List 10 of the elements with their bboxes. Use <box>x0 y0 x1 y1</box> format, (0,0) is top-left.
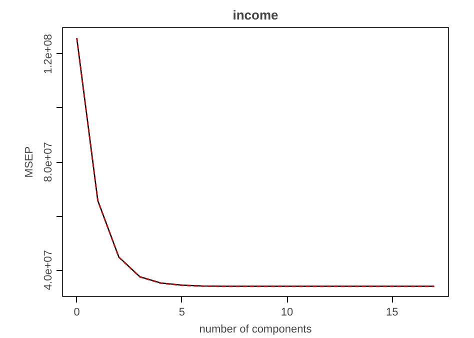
y-tick-label: 1.2e+08 <box>42 34 54 74</box>
x-axis-title: number of components <box>199 324 312 336</box>
y-axis-title: MSEP <box>24 146 36 178</box>
chart-title: income <box>232 8 278 22</box>
x-tick-label: 5 <box>178 306 185 318</box>
y-tick-label: 4.0e+07 <box>42 250 54 290</box>
y-tick-label: 8.0e+07 <box>42 142 54 182</box>
x-tick-label: 15 <box>386 306 398 318</box>
x-tick-label: 10 <box>280 306 294 318</box>
x-tick-label: 0 <box>74 306 80 318</box>
